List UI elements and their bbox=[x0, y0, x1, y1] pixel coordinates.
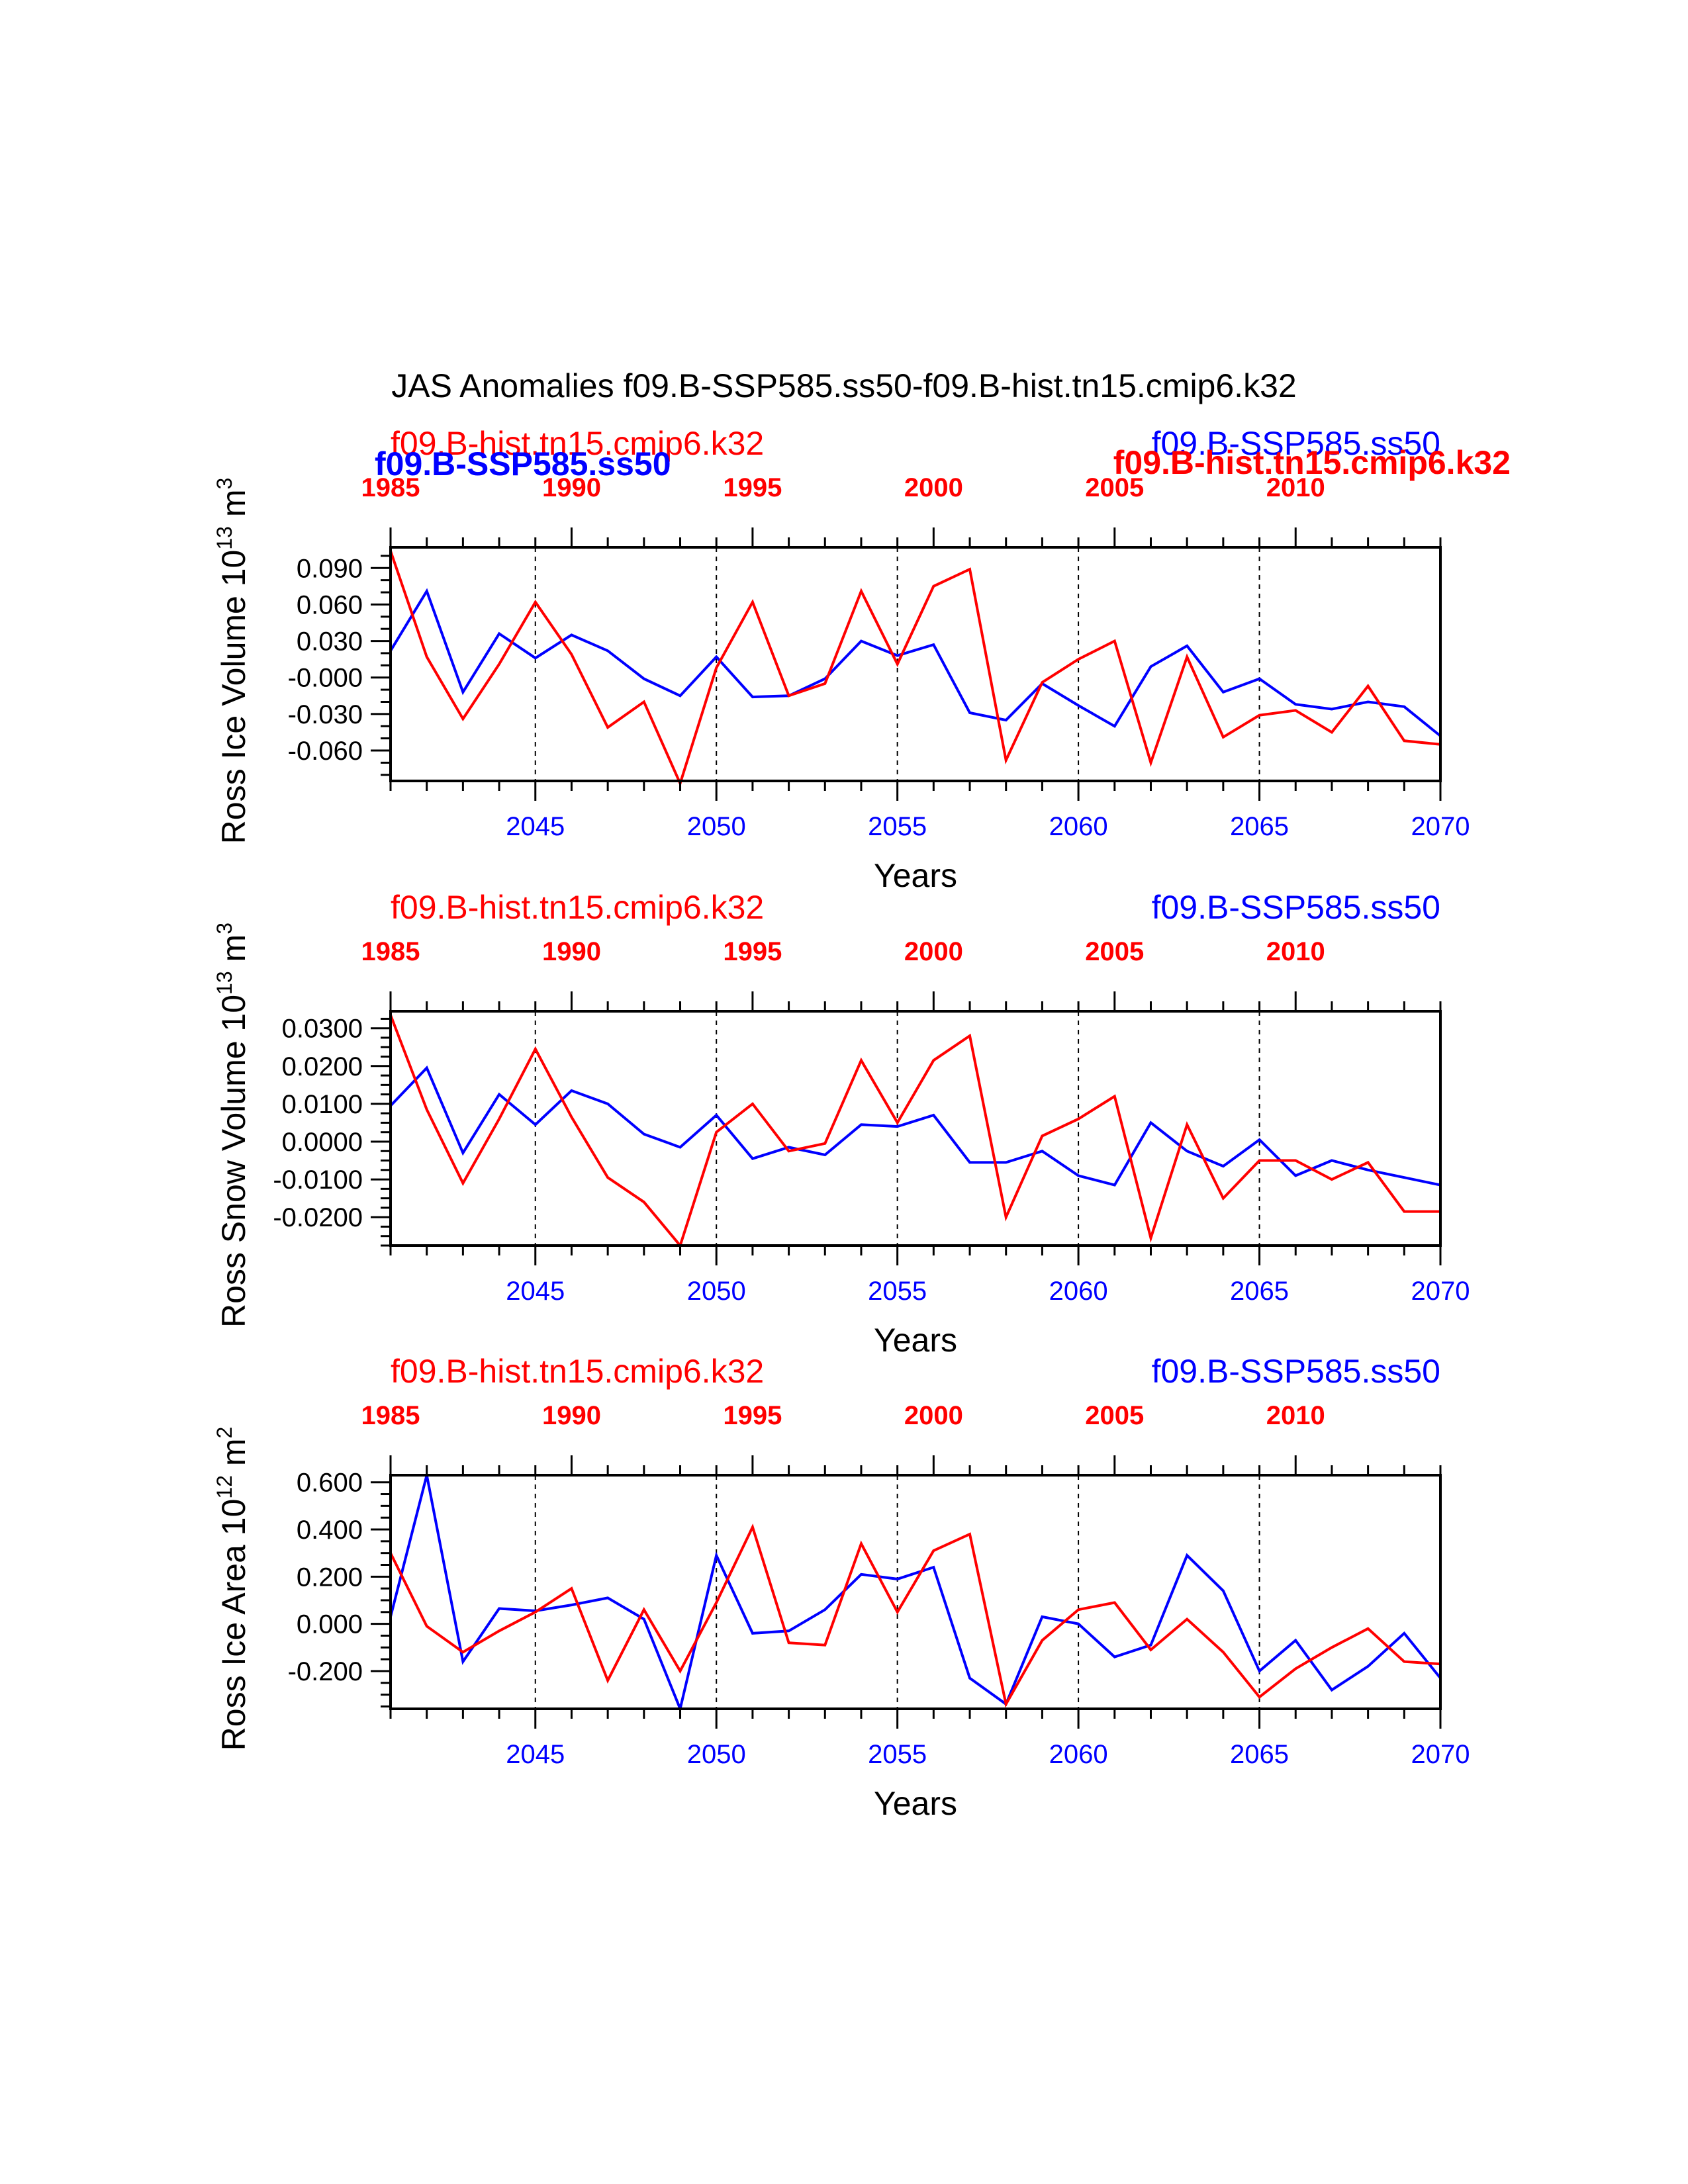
bottom-tick-label: 2065 bbox=[1230, 1277, 1289, 1306]
bottom-tick-label: 2055 bbox=[868, 1277, 927, 1306]
bottom-tick-label: 2050 bbox=[687, 1740, 746, 1769]
top-tick-label: 2005 bbox=[1085, 1401, 1144, 1430]
y-tick-label: 0.060 bbox=[297, 590, 363, 619]
top-tick-label: 1990 bbox=[542, 473, 601, 502]
bottom-tick-label: 2045 bbox=[506, 1277, 565, 1306]
bottom-tick-label: 2060 bbox=[1049, 1740, 1108, 1769]
bottom-tick-label: 2045 bbox=[506, 812, 565, 841]
plot-frame bbox=[389, 546, 1442, 782]
top-tick-label: 2000 bbox=[904, 473, 963, 502]
top-tick-label: 1985 bbox=[361, 1401, 420, 1430]
series-line-blue bbox=[389, 1066, 1441, 1187]
left-panel-title: f09.B-hist.tn15.cmip6.k32 bbox=[391, 1353, 764, 1390]
top-tick-label: 2000 bbox=[904, 937, 963, 966]
y-tick-label: 0.000 bbox=[297, 1610, 363, 1639]
bottom-tick-label: 2070 bbox=[1411, 1277, 1470, 1306]
x-axis-label: Years bbox=[874, 1322, 957, 1359]
top-tick-label: 1995 bbox=[723, 473, 782, 502]
y-tick-label: 0.030 bbox=[297, 627, 363, 657]
panel-3: 2045 2050 2055 2060 2065 2070 1985 1990 1995 2000… bbox=[212, 1353, 1470, 1822]
y-tick-label: -0.0100 bbox=[273, 1165, 363, 1195]
bottom-tick-label: 2070 bbox=[1411, 812, 1470, 841]
y-tick-label: 0.200 bbox=[297, 1563, 363, 1592]
bottom-tick-label: 2060 bbox=[1049, 812, 1108, 841]
top-tick-label: 1995 bbox=[723, 1401, 782, 1430]
right-panel-title: f09.B-SSP585.ss50 bbox=[1152, 425, 1440, 462]
overlay-label-blue: f09.B-SSP585.ss50 bbox=[375, 445, 671, 482]
top-tick-label: 1985 bbox=[361, 473, 420, 502]
y-tick-label: 0.400 bbox=[297, 1516, 363, 1545]
y-axis-label: Ross Snow Volume 1013 m3 bbox=[212, 923, 252, 1328]
plot-frame bbox=[389, 1474, 1442, 1710]
series-line-blue bbox=[389, 1475, 1442, 1713]
panel-1: 2045 2050 2055 2060 2065 2070 1985 1990 1995 2000… bbox=[212, 425, 1470, 894]
top-tick-label: 1985 bbox=[361, 937, 420, 966]
top-tick-label: 1990 bbox=[542, 937, 601, 966]
y-tick-label: 0.0200 bbox=[282, 1052, 363, 1081]
bottom-tick-label: 2045 bbox=[506, 1740, 565, 1769]
y-tick-label: -0.030 bbox=[288, 700, 363, 729]
bottom-tick-label: 2060 bbox=[1049, 1277, 1108, 1306]
y-tick-label: 0.0000 bbox=[282, 1128, 363, 1157]
y-tick-label: 0.0100 bbox=[282, 1090, 363, 1119]
left-panel-title: f09.B-hist.tn15.cmip6.k32 bbox=[391, 889, 764, 926]
right-panel-title: f09.B-SSP585.ss50 bbox=[1152, 1353, 1440, 1390]
y-axis-label: Ross Ice Volume 1013 m3 bbox=[212, 478, 252, 844]
series-line-red bbox=[389, 1523, 1441, 1708]
bottom-tick-label: 2065 bbox=[1230, 812, 1289, 841]
overlay-label-red: f09.B-hist.tn15.cmip6.k32 bbox=[1113, 444, 1511, 481]
bottom-tick-label: 2055 bbox=[868, 812, 927, 841]
right-panel-title: f09.B-SSP585.ss50 bbox=[1152, 889, 1440, 926]
bottom-tick-label: 2050 bbox=[687, 1277, 746, 1306]
top-tick-label: 1995 bbox=[723, 937, 782, 966]
y-tick-label: -0.000 bbox=[288, 664, 363, 693]
top-tick-label: 2000 bbox=[904, 1401, 963, 1430]
top-tick-label: 2010 bbox=[1266, 937, 1325, 966]
y-tick-label: 0.600 bbox=[297, 1469, 363, 1498]
bottom-tick-label: 2065 bbox=[1230, 1740, 1289, 1769]
y-tick-label: -0.060 bbox=[288, 737, 363, 766]
series-line-blue bbox=[389, 588, 1442, 737]
series-line-red bbox=[389, 1014, 1440, 1249]
y-axis-label: Ross Ice Area 1012 m2 bbox=[212, 1427, 252, 1751]
y-tick-label: -0.200 bbox=[288, 1657, 363, 1686]
top-tick-label: 2005 bbox=[1085, 473, 1144, 502]
y-tick-label: 0.090 bbox=[297, 554, 363, 583]
y-tick-label: 0.0300 bbox=[282, 1015, 363, 1044]
top-tick-label: 2010 bbox=[1266, 1401, 1325, 1430]
figure-title: JAS Anomalies f09.B-SSP585.ss50-f09.B-hi… bbox=[391, 367, 1296, 404]
left-panel-title: f09.B-hist.tn15.cmip6.k32 bbox=[391, 425, 764, 462]
panels: 2045 2050 2055 2060 2065 2070 1985 1990 1995 2000… bbox=[212, 425, 1470, 1822]
x-axis-label: Years bbox=[874, 1785, 957, 1822]
y-tick-label: -0.0200 bbox=[273, 1203, 363, 1232]
top-tick-label: 1990 bbox=[542, 1401, 601, 1430]
top-tick-label: 2010 bbox=[1266, 473, 1325, 502]
bottom-tick-label: 2055 bbox=[868, 1740, 927, 1769]
x-axis-label: Years bbox=[874, 857, 957, 894]
panel-2: 2045 2050 2055 2060 2065 2070 1985 1990 1995 2000… bbox=[212, 889, 1470, 1359]
plot-frame bbox=[389, 1010, 1442, 1247]
top-tick-label: 2005 bbox=[1085, 937, 1144, 966]
series-line-red bbox=[389, 550, 1441, 788]
bottom-tick-label: 2070 bbox=[1411, 1740, 1470, 1769]
bottom-tick-label: 2050 bbox=[687, 812, 746, 841]
